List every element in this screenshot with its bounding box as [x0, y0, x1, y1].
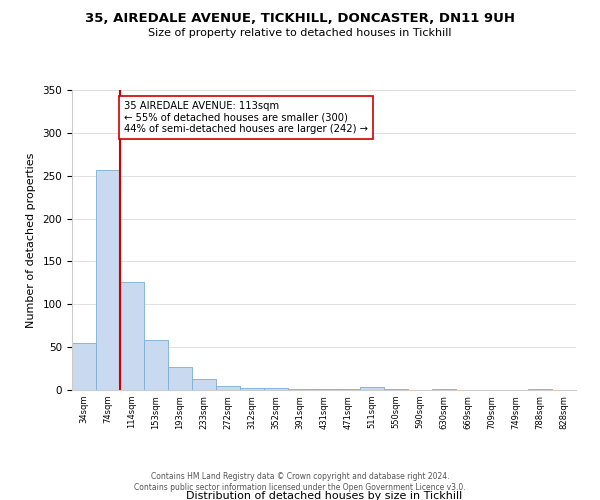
Bar: [168, 367, 192, 390]
Text: Contains HM Land Registry data © Crown copyright and database right 2024.: Contains HM Land Registry data © Crown c…: [151, 472, 449, 481]
Bar: [384, 389, 408, 390]
Bar: [336, 389, 360, 390]
Text: Contains public sector information licensed under the Open Government Licence v3: Contains public sector information licen…: [134, 484, 466, 492]
X-axis label: Distribution of detached houses by size in Tickhill: Distribution of detached houses by size …: [186, 492, 462, 500]
Bar: [120, 282, 144, 390]
Bar: [432, 389, 456, 390]
Bar: [312, 389, 336, 390]
Bar: [216, 386, 240, 390]
Bar: [360, 388, 384, 390]
Bar: [240, 388, 264, 390]
Bar: [264, 388, 288, 390]
Bar: [144, 340, 168, 390]
Bar: [192, 379, 216, 390]
Text: 35 AIREDALE AVENUE: 113sqm
← 55% of detached houses are smaller (300)
44% of sem: 35 AIREDALE AVENUE: 113sqm ← 55% of deta…: [124, 101, 368, 134]
Y-axis label: Number of detached properties: Number of detached properties: [26, 152, 35, 328]
Bar: [96, 170, 120, 390]
Bar: [528, 389, 552, 390]
Bar: [288, 389, 312, 390]
Text: Size of property relative to detached houses in Tickhill: Size of property relative to detached ho…: [148, 28, 452, 38]
Text: 35, AIREDALE AVENUE, TICKHILL, DONCASTER, DN11 9UH: 35, AIREDALE AVENUE, TICKHILL, DONCASTER…: [85, 12, 515, 26]
Bar: [72, 343, 96, 390]
